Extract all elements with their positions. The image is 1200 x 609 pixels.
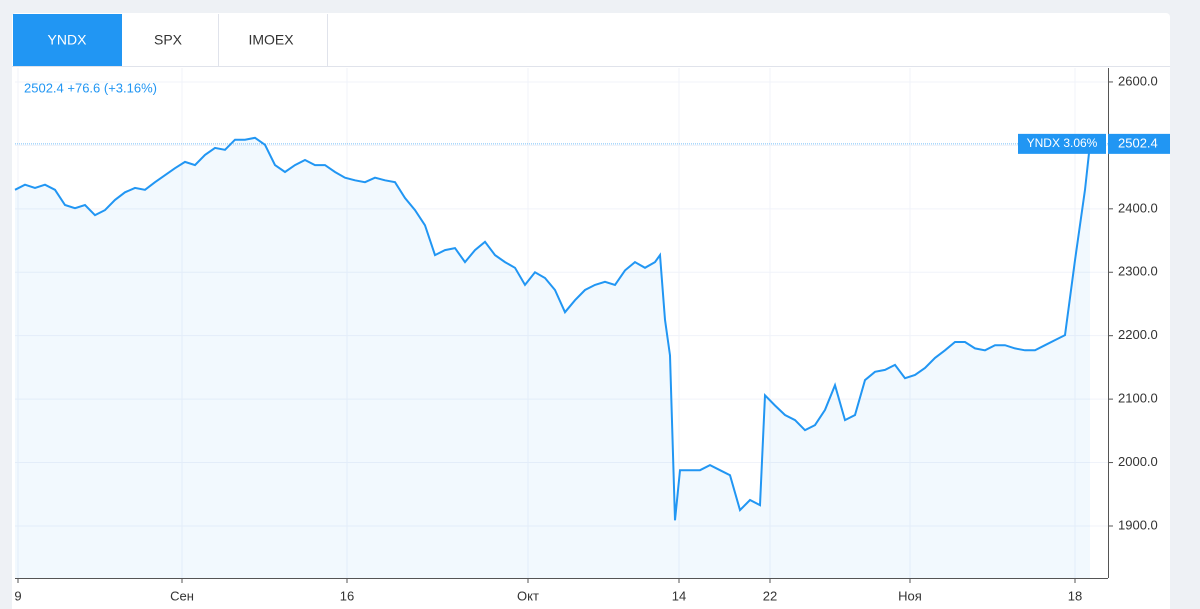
x-tick-label: 16	[340, 588, 354, 603]
y-tick-label: 2600.0	[1118, 73, 1158, 88]
y-tick-label: 1900.0	[1118, 517, 1158, 532]
annotation: 2502.4 +76.6 (+3.16%)	[24, 80, 157, 95]
tab[interactable]: YNDX	[48, 32, 88, 48]
y-tick-label: 2000.0	[1118, 454, 1158, 469]
x-tick-label: Окт	[517, 588, 539, 603]
x-tick-label: Сен	[170, 588, 194, 603]
x-tick-label: 14	[672, 588, 686, 603]
x-tick-label: 18	[1068, 588, 1082, 603]
x-tick-label: Ноя	[898, 588, 922, 603]
y-tick-label: 2300.0	[1118, 264, 1158, 279]
x-tick-label: 9	[14, 588, 21, 603]
tab[interactable]: SPX	[154, 32, 183, 48]
x-tick-label: 22	[763, 588, 777, 603]
line	[14, 136, 1091, 521]
y-tick-label: 2200.0	[1118, 327, 1158, 342]
tab-active[interactable]	[13, 14, 122, 66]
last-value-box	[1108, 133, 1170, 154]
tab[interactable]: IMOEX	[248, 32, 294, 48]
last-value-label: 2502.4	[1118, 135, 1158, 150]
y-tick-label: 2100.0	[1118, 391, 1158, 406]
plot: 1900.02000.02100.02200.02300.02400.02500…	[14, 68, 1170, 603]
last-label-box	[1018, 133, 1106, 154]
y-tick-label: 2400.0	[1118, 200, 1158, 215]
area	[15, 137, 1090, 579]
last-label: YNDX 3.06%	[1027, 136, 1098, 150]
